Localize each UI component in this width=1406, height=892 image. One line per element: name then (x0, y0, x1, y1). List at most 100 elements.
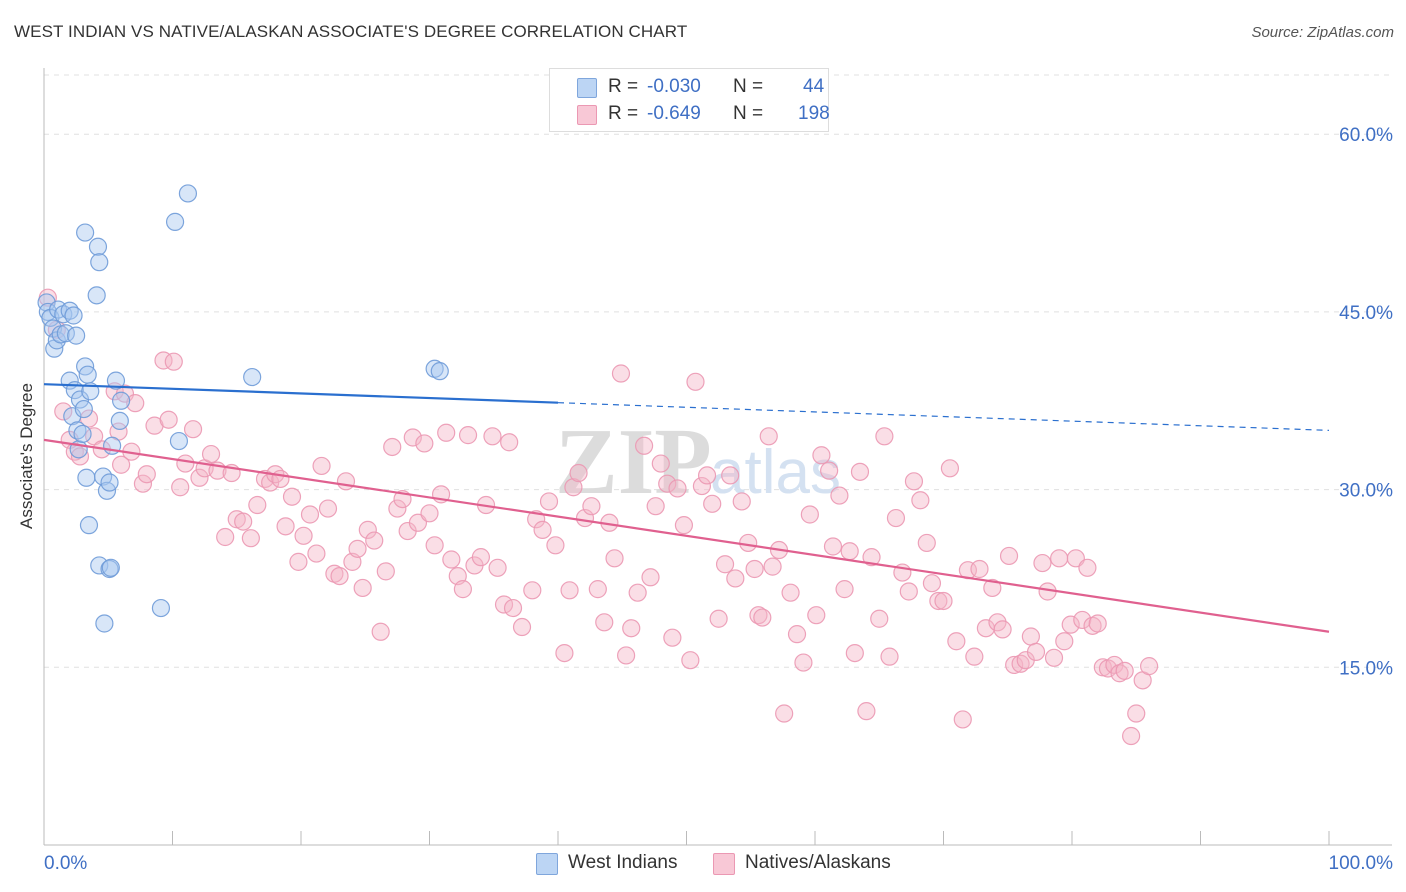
natives-point-164 (1011, 654, 1030, 673)
legend-swatch-natives (577, 105, 597, 125)
natives-point-124 (775, 704, 794, 723)
legend-n-label: N = (733, 76, 764, 97)
natives-point-62 (415, 434, 434, 453)
legend-r-value: -0.649 (647, 103, 701, 124)
natives-point-110 (697, 466, 717, 485)
legend: R = -0.030 N = 44 R = -0.649 N = 198 (549, 68, 830, 132)
natives-point-140 (870, 609, 889, 628)
natives-point-98 (628, 583, 647, 602)
natives-point-132 (823, 537, 843, 556)
natives-point-67 (442, 550, 461, 569)
natives-point-63 (420, 504, 439, 523)
natives-point-111 (703, 494, 722, 513)
natives-point-147 (911, 491, 930, 510)
natives-point-185 (1127, 704, 1146, 723)
natives-point-87 (564, 478, 583, 497)
legend-r-label: R = (608, 76, 639, 97)
natives-point-166 (1021, 627, 1040, 646)
natives-point-104 (663, 628, 682, 647)
natives-point-109 (692, 476, 712, 496)
natives-point-84 (546, 536, 565, 555)
legend-r-value: -0.030 (647, 76, 701, 97)
watermark: ZIP atlas (555, 410, 841, 514)
west-indians-point-33 (106, 371, 126, 390)
natives-point-125 (781, 583, 800, 602)
natives-point-74 (483, 427, 502, 446)
west-indians-point-24 (77, 468, 96, 487)
natives-point-20 (164, 352, 183, 371)
natives-point-48 (336, 472, 356, 491)
natives-point-178 (1088, 614, 1107, 633)
natives-point-150 (929, 591, 948, 611)
natives-point-152 (940, 459, 960, 478)
west-indians-point-35 (111, 391, 131, 410)
natives-point-149 (922, 574, 942, 593)
legend-r-label: R = (608, 103, 639, 124)
natives-point-127 (794, 653, 813, 672)
natives-point-148 (917, 533, 936, 553)
natives-point-145 (899, 582, 918, 601)
natives-point-118 (745, 559, 764, 579)
natives-point-105 (668, 479, 687, 498)
natives-point-16 (137, 465, 156, 484)
west-indians-swatch (536, 853, 558, 875)
natives-point-120 (753, 608, 772, 627)
natives-point-129 (807, 606, 826, 625)
west-indians-point-40 (79, 516, 99, 535)
natives-point-168 (1033, 553, 1052, 573)
natives-point-157 (970, 559, 989, 579)
natives-point-15 (133, 474, 153, 493)
natives-point-22 (176, 454, 195, 473)
natives-point-113 (715, 555, 735, 574)
natives-point-121 (759, 427, 778, 446)
natives-point-51 (353, 578, 372, 598)
natives-point-44 (312, 456, 331, 476)
natives-point-92 (595, 613, 614, 632)
natives-point-21 (171, 478, 190, 497)
west-indians-point-31 (100, 473, 119, 492)
west-indians-point-38 (100, 559, 119, 579)
natives-point-146 (904, 472, 924, 491)
natives-point-43 (307, 544, 326, 563)
natives-label: Natives/Alaskans (745, 852, 891, 873)
natives-point-33 (248, 495, 267, 515)
natives-point-79 (512, 617, 532, 637)
natives-point-126 (787, 625, 807, 644)
chart-title: WEST INDIAN VS NATIVE/ALASKAN ASSOCIATE'… (14, 22, 688, 41)
natives-point-26 (201, 444, 221, 464)
natives-point-69 (453, 580, 473, 599)
natives-point-173 (1061, 615, 1080, 634)
legend-row-west-indians: R = -0.030 N = 44 (550, 74, 828, 100)
natives-point-170 (1044, 648, 1064, 667)
west-indians-point-25 (87, 286, 106, 305)
natives-trend-line (43, 438, 1330, 633)
watermark-atlas: atlas (710, 438, 841, 507)
natives-point-28 (216, 527, 235, 547)
natives-point-96 (617, 646, 636, 665)
chart-source: Source: ZipAtlas.com (1251, 24, 1394, 41)
natives-point-172 (1055, 632, 1074, 651)
natives-point-133 (830, 486, 849, 505)
natives-point-95 (611, 364, 631, 383)
natives-point-153 (947, 632, 966, 651)
natives-point-117 (739, 533, 758, 553)
x-tick-label-max: 100.0% (1329, 853, 1394, 874)
legend-row-natives: R = -0.649 N = 198 (550, 101, 830, 127)
natives-point-90 (582, 497, 601, 516)
natives-point-100 (641, 568, 660, 587)
natives-point-50 (348, 539, 367, 558)
natives-point-78 (503, 598, 523, 618)
west-indians-point-36 (95, 614, 114, 633)
natives-point-122 (763, 557, 782, 576)
natives-point-143 (886, 508, 906, 528)
west-indians-point-42 (165, 212, 185, 231)
natives-point-53 (365, 531, 384, 550)
natives-point-60 (403, 428, 422, 447)
natives-point-34 (255, 469, 275, 489)
west-indians-point-41 (151, 598, 171, 618)
legend-n-value: 198 (798, 103, 830, 124)
natives-point-66 (437, 423, 456, 442)
west-indians-point-45 (243, 367, 262, 387)
trend-lines (43, 383, 1330, 633)
